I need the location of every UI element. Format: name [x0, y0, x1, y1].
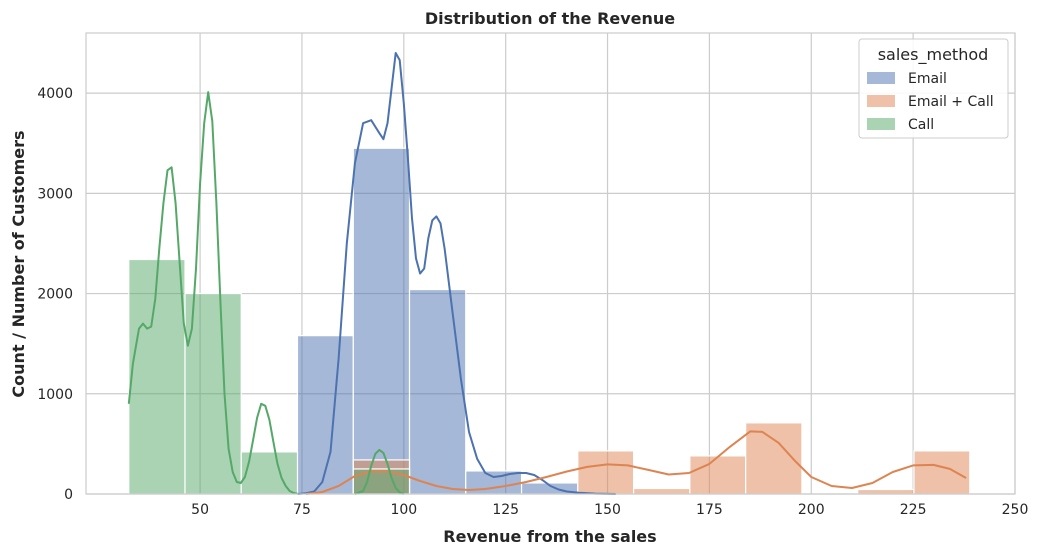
histogram-bar-email [352, 147, 411, 495]
legend-title: sales_method [878, 45, 989, 65]
histogram-bars [128, 147, 971, 495]
histogram-bar-call [184, 292, 242, 495]
x-tick-labels: 50 75 100 125 150 175 200 225 250 [191, 502, 1028, 518]
histogram-bar-call [128, 258, 186, 495]
y-tick-label: 1000 [37, 387, 73, 403]
kde-line-email [297, 52, 616, 495]
histogram-bar-email-call [577, 450, 635, 495]
x-tick-label: 175 [696, 502, 723, 518]
legend-swatch-email [867, 72, 895, 84]
legend-swatch-call [867, 118, 895, 130]
legend-label-email-call: Email + Call [908, 94, 994, 110]
legend: sales_method Email Email + Call Call [858, 38, 1009, 139]
y-tick-label: 3000 [37, 186, 73, 202]
histogram-bar-email-call [689, 455, 747, 495]
x-tick-label: 225 [900, 502, 927, 518]
y-tick-label: 2000 [37, 287, 73, 303]
x-tick-label: 150 [594, 502, 621, 518]
histogram-bar-call [240, 451, 299, 495]
x-tick-label: 75 [293, 502, 311, 518]
plot-frame [85, 32, 1016, 495]
histogram-bar-call [352, 468, 411, 495]
histogram-bar-email-call [913, 450, 971, 495]
x-tick-label: 100 [390, 502, 417, 518]
chart-title: Distribution of the Revenue [425, 9, 675, 28]
kde-line-email-call [305, 430, 967, 495]
histogram-bar-email-call [633, 487, 691, 495]
y-tick-labels: 0 1000 2000 3000 4000 [37, 86, 73, 503]
legend-label-email: Email [908, 71, 947, 87]
kde-curves [127, 52, 967, 495]
y-tick-label: 0 [64, 487, 73, 503]
y-axis-title: Count / Number of Customers [9, 130, 28, 397]
x-axis-title: Revenue from the sales [443, 527, 656, 546]
y-tick-label: 4000 [37, 86, 73, 102]
legend-box [858, 38, 1009, 139]
x-tick-label: 50 [191, 502, 209, 518]
legend-swatch-email-call [867, 95, 895, 107]
x-tick-label: 125 [492, 502, 519, 518]
histogram-bar-email-call [857, 488, 915, 495]
x-tick-label: 250 [1002, 502, 1029, 518]
legend-label-call: Call [908, 117, 934, 133]
histogram-bar-email [408, 288, 467, 495]
x-tick-label: 200 [798, 502, 825, 518]
kde-line-call [127, 91, 405, 495]
